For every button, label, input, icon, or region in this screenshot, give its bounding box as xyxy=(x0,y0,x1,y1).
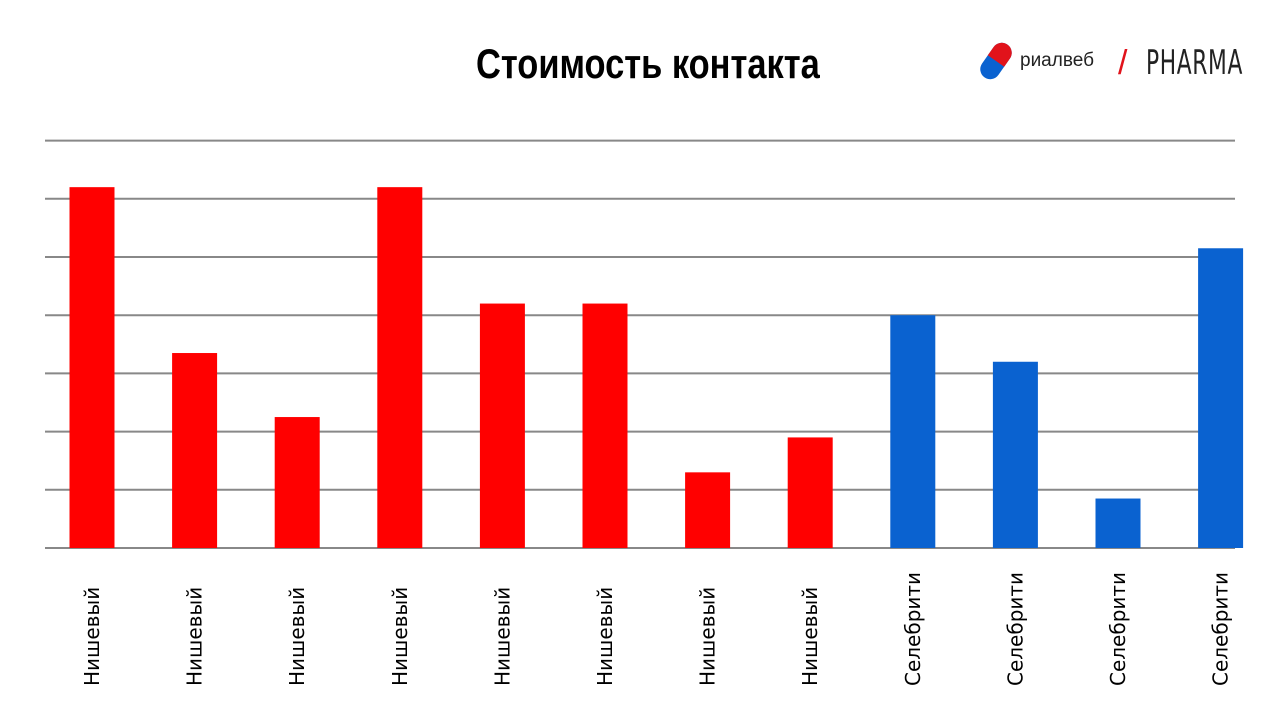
category-label: Нишевый xyxy=(80,587,104,686)
category-labels: Нишевый Нишевый Нишевый Нишевый Нишевый Нишев… xyxy=(80,572,1233,686)
chart-title: Стоимость контакта xyxy=(476,40,820,87)
bar xyxy=(1095,498,1141,548)
bar xyxy=(69,187,115,548)
category-label: Нишевый xyxy=(285,587,309,686)
category-label: Селебрити xyxy=(1003,572,1027,686)
category-label: Нишевый xyxy=(696,587,720,686)
bar xyxy=(377,187,423,548)
pill-icon xyxy=(980,42,1012,80)
bar xyxy=(685,472,731,548)
bar xyxy=(582,303,628,548)
bars xyxy=(69,187,1244,548)
bar xyxy=(479,303,525,548)
category-label: Селебрити xyxy=(1106,572,1130,686)
bar xyxy=(274,417,320,548)
category-label: Нишевый xyxy=(798,587,822,686)
gridlines xyxy=(45,139,1235,549)
category-label: Селебрити xyxy=(901,572,925,686)
category-label: Нишевый xyxy=(593,587,617,686)
bar xyxy=(890,315,936,548)
bar xyxy=(992,361,1038,548)
logo-separator: / xyxy=(1118,44,1128,82)
bar xyxy=(1198,248,1244,548)
logo-product-text: PHARMA xyxy=(1146,43,1243,83)
logo-brand-text: риалвеб xyxy=(1020,50,1094,71)
category-label: Нишевый xyxy=(490,587,514,686)
bar xyxy=(172,353,218,548)
category-label: Селебрити xyxy=(1209,572,1233,686)
category-label: Нишевый xyxy=(183,587,207,686)
brand-logo: риалвеб / PHARMA xyxy=(978,40,1248,86)
category-label: Нишевый xyxy=(388,587,412,686)
bar xyxy=(787,437,833,548)
